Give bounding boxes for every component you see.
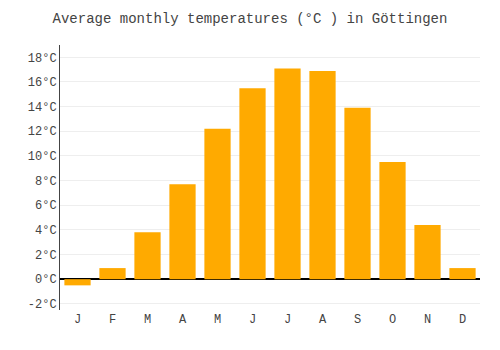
svg-text:-2°C: -2°C (28, 298, 57, 312)
svg-text:0°C: 0°C (35, 273, 57, 287)
svg-text:N: N (424, 313, 431, 327)
svg-text:D: D (459, 313, 466, 327)
svg-text:S: S (354, 313, 361, 327)
svg-text:M: M (144, 313, 151, 327)
svg-text:2°C: 2°C (35, 249, 57, 263)
svg-text:18°C: 18°C (28, 52, 57, 66)
svg-text:J: J (74, 313, 81, 327)
svg-text:4°C: 4°C (35, 224, 57, 238)
svg-text:F: F (109, 313, 116, 327)
svg-text:16°C: 16°C (28, 76, 57, 90)
svg-text:8°C: 8°C (35, 175, 57, 189)
svg-text:J: J (284, 313, 291, 327)
svg-text:Average monthly temperatures (: Average monthly temperatures (°C ) in Gö… (53, 11, 448, 27)
svg-text:O: O (389, 313, 396, 327)
svg-text:12°C: 12°C (28, 125, 57, 139)
svg-text:10°C: 10°C (28, 150, 57, 164)
svg-text:A: A (179, 313, 187, 327)
svg-text:6°C: 6°C (35, 199, 57, 213)
svg-text:14°C: 14°C (28, 101, 57, 115)
svg-text:A: A (319, 313, 327, 327)
svg-text:J: J (249, 313, 256, 327)
svg-text:M: M (214, 313, 221, 327)
